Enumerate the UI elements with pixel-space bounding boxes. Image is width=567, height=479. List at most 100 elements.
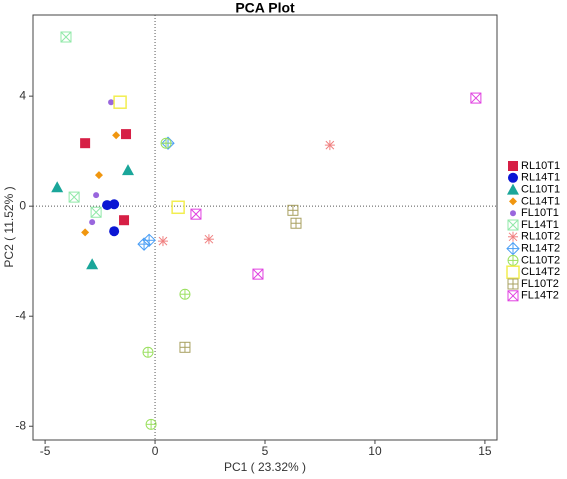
legend-marker [507, 183, 519, 195]
point [93, 192, 100, 199]
point [86, 258, 99, 270]
marker-part [508, 172, 518, 183]
marker-part [80, 138, 91, 149]
point [113, 95, 127, 109]
legend-label: RL10T1 [521, 160, 560, 172]
marker-part [509, 197, 517, 206]
point [145, 418, 157, 430]
marker-part [121, 164, 134, 176]
point [179, 341, 191, 353]
marker-part [190, 208, 202, 220]
point [252, 268, 264, 280]
marker-part [507, 290, 519, 302]
point [142, 346, 154, 358]
marker-part [507, 290, 519, 302]
marker-part [508, 232, 518, 242]
legend-marker [510, 210, 516, 217]
point [68, 191, 80, 203]
marker-part [507, 183, 519, 195]
marker-part [470, 92, 482, 104]
marker-part [93, 192, 100, 199]
point [290, 217, 302, 229]
point [89, 219, 96, 226]
point [51, 181, 64, 193]
point [160, 137, 172, 149]
plot-frame [32, 14, 498, 441]
marker-part [252, 268, 264, 280]
legend-marker [507, 219, 519, 231]
y-tick-label: 0 [19, 198, 26, 212]
marker-part [507, 219, 519, 231]
x-tick-label: 0 [152, 444, 159, 458]
marker-part [112, 131, 121, 140]
y-tick-label: -8 [15, 418, 26, 432]
legend-label: CL10T2 [521, 254, 560, 266]
point [121, 129, 132, 140]
y-axis-label: PC2 ( 11.52% ) [2, 186, 16, 267]
point [190, 208, 202, 220]
point [119, 215, 130, 226]
point [203, 234, 214, 245]
point [60, 31, 72, 43]
legend-marker [506, 241, 520, 256]
y-tick-label: 4 [19, 88, 26, 102]
legend-marker [508, 172, 518, 183]
marker-part [109, 199, 120, 210]
marker-part [121, 129, 132, 140]
marker-part [60, 31, 72, 43]
marker-part [113, 95, 127, 109]
marker-part [158, 236, 168, 246]
x-tick-label: -5 [40, 444, 51, 458]
legend-label: RL10T2 [521, 231, 560, 243]
point [109, 226, 120, 237]
marker-part [119, 215, 130, 226]
marker-part [86, 258, 99, 270]
x-tick-label: 15 [478, 444, 492, 458]
marker-part [81, 228, 90, 237]
marker-part [109, 226, 120, 237]
point [81, 228, 90, 237]
point [137, 237, 151, 251]
point [121, 164, 134, 176]
point [157, 236, 168, 247]
legend-marker [507, 254, 519, 266]
point [112, 131, 121, 140]
point [287, 204, 299, 216]
legend-label: RL14T2 [521, 243, 560, 255]
point [80, 138, 91, 149]
point [179, 288, 191, 300]
marker-part [68, 191, 80, 203]
point [109, 199, 120, 210]
marker-part [470, 92, 482, 104]
marker-part [51, 181, 64, 193]
point [90, 206, 102, 218]
legend-marker [507, 278, 519, 290]
marker-part [90, 206, 102, 218]
marker-part [204, 234, 214, 244]
marker-part [171, 200, 185, 215]
marker-part [325, 140, 335, 150]
legend-marker [508, 161, 518, 171]
x-tick-label: 10 [368, 444, 382, 458]
chart-title: PCA Plot [235, 0, 295, 16]
legend-marker [507, 290, 519, 302]
legend-label: RL14T1 [521, 172, 560, 184]
marker-part [510, 210, 516, 217]
marker-part [60, 31, 72, 43]
y-tick-label: -4 [15, 308, 26, 322]
marker-part [252, 268, 264, 280]
point [171, 200, 185, 215]
marker-part [90, 206, 102, 218]
x-tick-label: 5 [262, 444, 269, 458]
legend-label: FL10T1 [521, 207, 559, 219]
marker-part [506, 265, 520, 279]
legend-label: FL14T2 [521, 290, 559, 302]
point [108, 99, 115, 106]
legend-label: CL14T2 [521, 266, 560, 278]
legend-label: CL14T1 [521, 195, 560, 207]
legend-marker [506, 265, 520, 279]
legend-label: FL10T2 [521, 278, 559, 290]
point [94, 171, 103, 180]
point [324, 140, 335, 151]
